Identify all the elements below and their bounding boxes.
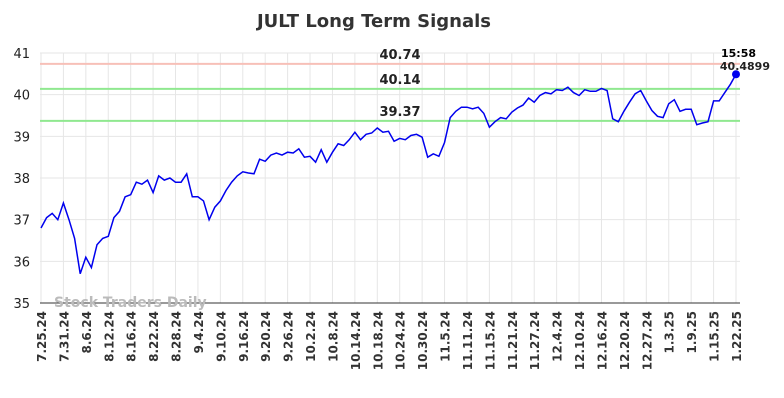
y-tick-label: 41	[13, 47, 30, 62]
y-tick-label: 37	[13, 214, 30, 229]
x-tick-label: 12.27.24	[640, 311, 654, 370]
x-tick-label: 8.16.24	[125, 311, 139, 362]
signal-label: 40.14	[379, 73, 420, 88]
y-tick-label: 36	[13, 255, 30, 270]
watermark: Stock Traders Daily	[54, 295, 207, 311]
signal-label: 40.74	[379, 48, 420, 63]
chart-title: JULT Long Term Signals	[255, 11, 491, 32]
last-time: 15:58	[721, 47, 756, 60]
x-tick-label: 1.3.25	[663, 311, 677, 354]
y-tick-label: 35	[13, 297, 30, 312]
y-tick-label: 38	[13, 172, 30, 187]
x-tick-label: 1.15.25	[708, 311, 722, 362]
x-tick-label: 10.8.24	[326, 311, 340, 362]
x-tick-label: 11.5.24	[439, 311, 453, 362]
x-tick-label: 1.22.25	[730, 311, 744, 362]
x-tick-label: 10.14.24	[349, 311, 363, 370]
x-tick-label: 8.6.24	[80, 311, 94, 354]
price-line	[40, 73, 737, 275]
x-tick-label: 11.11.24	[461, 311, 475, 370]
y-tick-label: 40	[13, 89, 30, 104]
x-tick-label: 7.31.24	[57, 311, 71, 362]
x-tick-label: 9.26.24	[282, 311, 296, 362]
x-tick-label: 12.20.24	[618, 311, 632, 370]
last-point	[732, 70, 740, 79]
x-tick-label: 10.18.24	[371, 311, 385, 370]
x-tick-label: 11.21.24	[506, 311, 520, 370]
x-tick-label: 8.12.24	[102, 311, 116, 362]
x-tick-label: 12.16.24	[595, 311, 609, 370]
x-tick-label: 8.28.24	[170, 311, 184, 362]
x-tick-label: 10.30.24	[416, 311, 430, 370]
y-tick-label: 39	[13, 130, 30, 145]
x-tick-label: 9.10.24	[214, 311, 228, 362]
x-tick-label: 11.15.24	[483, 311, 497, 370]
x-tick-label: 12.10.24	[573, 311, 587, 370]
x-tick-label: 9.4.24	[192, 311, 206, 354]
x-tick-label: 12.4.24	[551, 311, 565, 362]
x-tick-label: 10.24.24	[394, 311, 408, 370]
x-tick-label: 11.27.24	[528, 311, 542, 370]
last-value: 40.4899	[720, 60, 770, 73]
x-tick-label: 8.22.24	[147, 311, 161, 362]
x-tick-label: 7.25.24	[35, 311, 49, 362]
signal-label: 39.37	[379, 105, 420, 120]
x-tick-label: 9.16.24	[237, 311, 251, 362]
x-tick-label: 1.9.25	[685, 311, 699, 354]
x-tick-label: 10.2.24	[304, 311, 318, 362]
x-tick-label: 9.20.24	[259, 311, 273, 362]
